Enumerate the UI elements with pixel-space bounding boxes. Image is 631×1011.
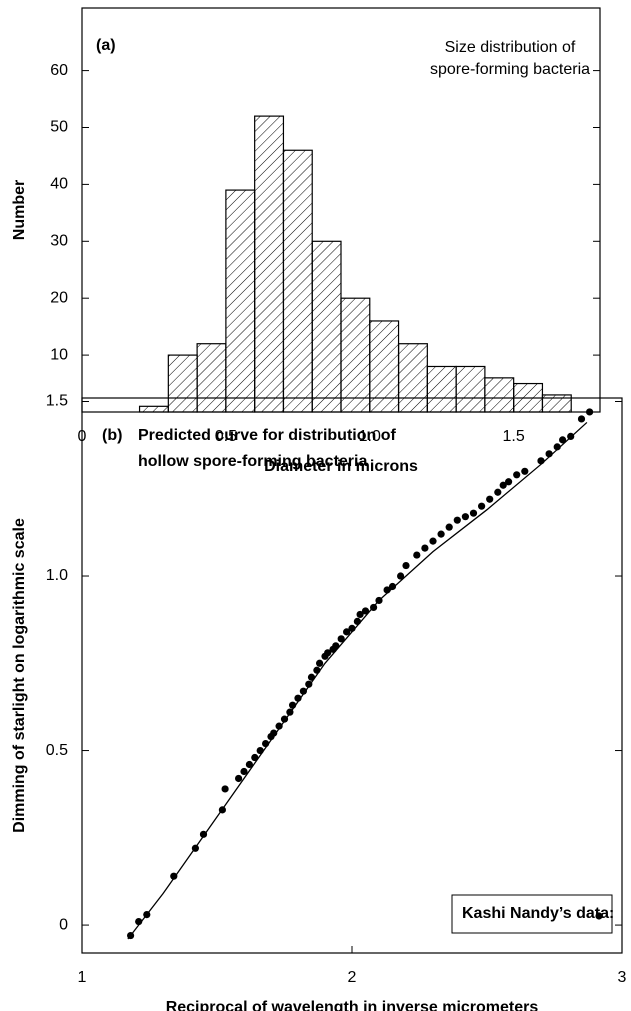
histogram-bar [397,343,428,413]
x-axis-label: Diameter in microns [264,458,418,475]
legend-box [451,894,613,934]
data-point [251,753,259,762]
x-tick-label: 1.5 [503,428,525,445]
histogram-bar [455,365,486,413]
data-point [402,561,410,570]
data-point [361,607,370,615]
data-point [494,488,502,496]
x-axis-label: Reciprocal of wavelength in inverse micr… [166,999,539,1011]
y-tick-label: 0 [59,916,68,933]
panel-label: (b) [102,427,122,444]
plot-frame [81,397,623,954]
y-tick-label: 0.5 [46,742,68,759]
data-point [275,722,283,730]
data-point [521,467,529,475]
annotation: spore-forming bacteria [430,61,590,78]
data-point [421,544,429,552]
x-tick-label: 0.5 [215,428,237,445]
histogram-bar [196,343,227,413]
data-point [505,478,513,486]
y-tick-label: 10 [50,346,68,363]
data-point [343,628,351,636]
data-point [469,509,478,517]
y-axis-label: Number [11,180,28,240]
data-point [437,530,445,538]
data-point [388,582,397,591]
y-tick-label: 40 [50,176,68,193]
data-point [356,610,364,619]
y-tick-label: 30 [50,233,68,250]
panel-label: (a) [96,37,116,54]
y-tick-label: 1.5 [46,393,68,410]
data-point [478,502,486,510]
data-point [461,513,469,521]
data-point [429,537,437,545]
legend-label: Kashi Nandy’s data: [462,905,614,922]
data-point [316,659,324,667]
annotation: Size distribution of [445,39,576,56]
data-point [577,415,586,423]
data-point [240,767,248,776]
histogram-bar [138,405,169,413]
x-tick-label: 2 [348,969,357,986]
y-tick-label: 20 [50,289,68,306]
x-tick-label: 3 [618,969,627,986]
data-point [486,495,494,503]
data-point [586,408,594,416]
data-point [337,635,345,643]
histogram-bar [311,240,342,413]
data-point [170,872,178,880]
data-point [413,551,421,559]
histogram-bar [254,115,285,413]
histogram-bar [282,149,313,413]
histogram-bar [484,377,515,413]
x-tick-label: 1.0 [359,428,381,445]
data-point [245,760,253,769]
fit-curve [127,421,588,940]
histogram-bar [167,354,198,413]
y-tick-label: 1.0 [46,567,68,584]
annotation: Predicted curve for distribution of [138,427,396,444]
histogram-bar [426,365,457,413]
data-point [559,436,567,444]
data-point [270,729,278,737]
legend-marker [595,912,603,920]
data-point [397,572,405,580]
histogram-bar [541,394,572,413]
y-axis-label: Dimming of starlight on logarithmic scal… [11,518,28,833]
data-point [513,471,521,479]
y-tick-label: 50 [50,119,68,136]
data-point [499,481,507,489]
x-tick-label: 1 [78,969,87,986]
data-point [353,617,361,625]
y-tick-label: 60 [50,62,68,79]
data-point [235,774,243,783]
data-point [221,785,229,793]
data-point [324,649,332,657]
data-point [537,457,545,465]
histogram-bar [340,297,371,413]
data-point [305,680,313,688]
histogram-bar [225,189,256,413]
data-point [299,687,307,695]
data-point [453,516,461,524]
data-point [445,523,453,531]
data-point [256,746,264,755]
annotation: hollow spore-forming bacteria [138,453,367,470]
